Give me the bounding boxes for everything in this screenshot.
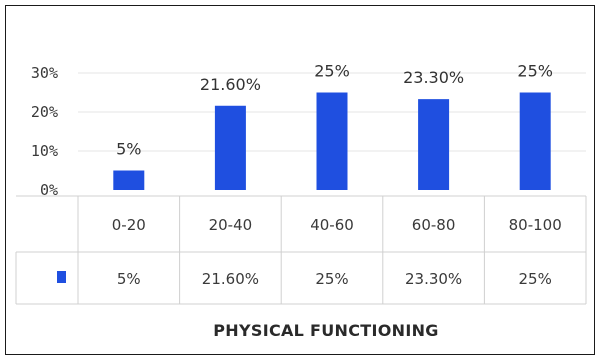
y-tick-label: 0% — [40, 181, 58, 199]
chart-frame: 0% 10% 20% 30% 5% 21.60% 25% 23.30% 25% 0-20 5% 2… — [5, 5, 595, 355]
bar — [316, 92, 348, 190]
y-tick-label: 10% — [31, 142, 58, 160]
category-label: 60-80 — [412, 216, 456, 234]
category-label: 0-20 — [112, 216, 146, 234]
bar — [519, 92, 551, 190]
table-value: 25% — [519, 270, 552, 288]
table-value: 23.30% — [405, 270, 462, 288]
data-labels: 5% 21.60% 25% 23.30% 25% — [116, 62, 553, 159]
category-label: 20-40 — [209, 216, 253, 234]
category-label: 40-60 — [310, 216, 354, 234]
table-value: 25% — [315, 270, 348, 288]
bars — [113, 92, 551, 190]
bar-chart: 0% 10% 20% 30% 5% 21.60% 25% 23.30% 25% 0-20 5% 2… — [15, 62, 587, 340]
data-label: 25% — [517, 62, 553, 81]
y-axis-ticks: 0% 10% 20% 30% — [31, 64, 58, 199]
data-table: 0-20 5% 20-40 21.60% 40-60 25% 60-80 23.30% 80-1… — [15, 195, 587, 305]
bar — [418, 99, 450, 190]
bar — [113, 170, 145, 190]
table-value: 21.60% — [202, 270, 259, 288]
legend-key — [57, 271, 66, 283]
y-tick-label: 20% — [31, 103, 58, 121]
data-label: 21.60% — [200, 75, 261, 94]
bar — [214, 105, 246, 190]
x-axis-title: PHYSICAL FUNCTIONING — [213, 321, 438, 340]
table-value: 5% — [117, 270, 141, 288]
data-label: 23.30% — [403, 68, 464, 87]
data-label: 25% — [314, 62, 350, 81]
data-label: 5% — [116, 140, 141, 159]
category-label: 80-100 — [509, 216, 562, 234]
y-tick-label: 30% — [31, 64, 58, 82]
